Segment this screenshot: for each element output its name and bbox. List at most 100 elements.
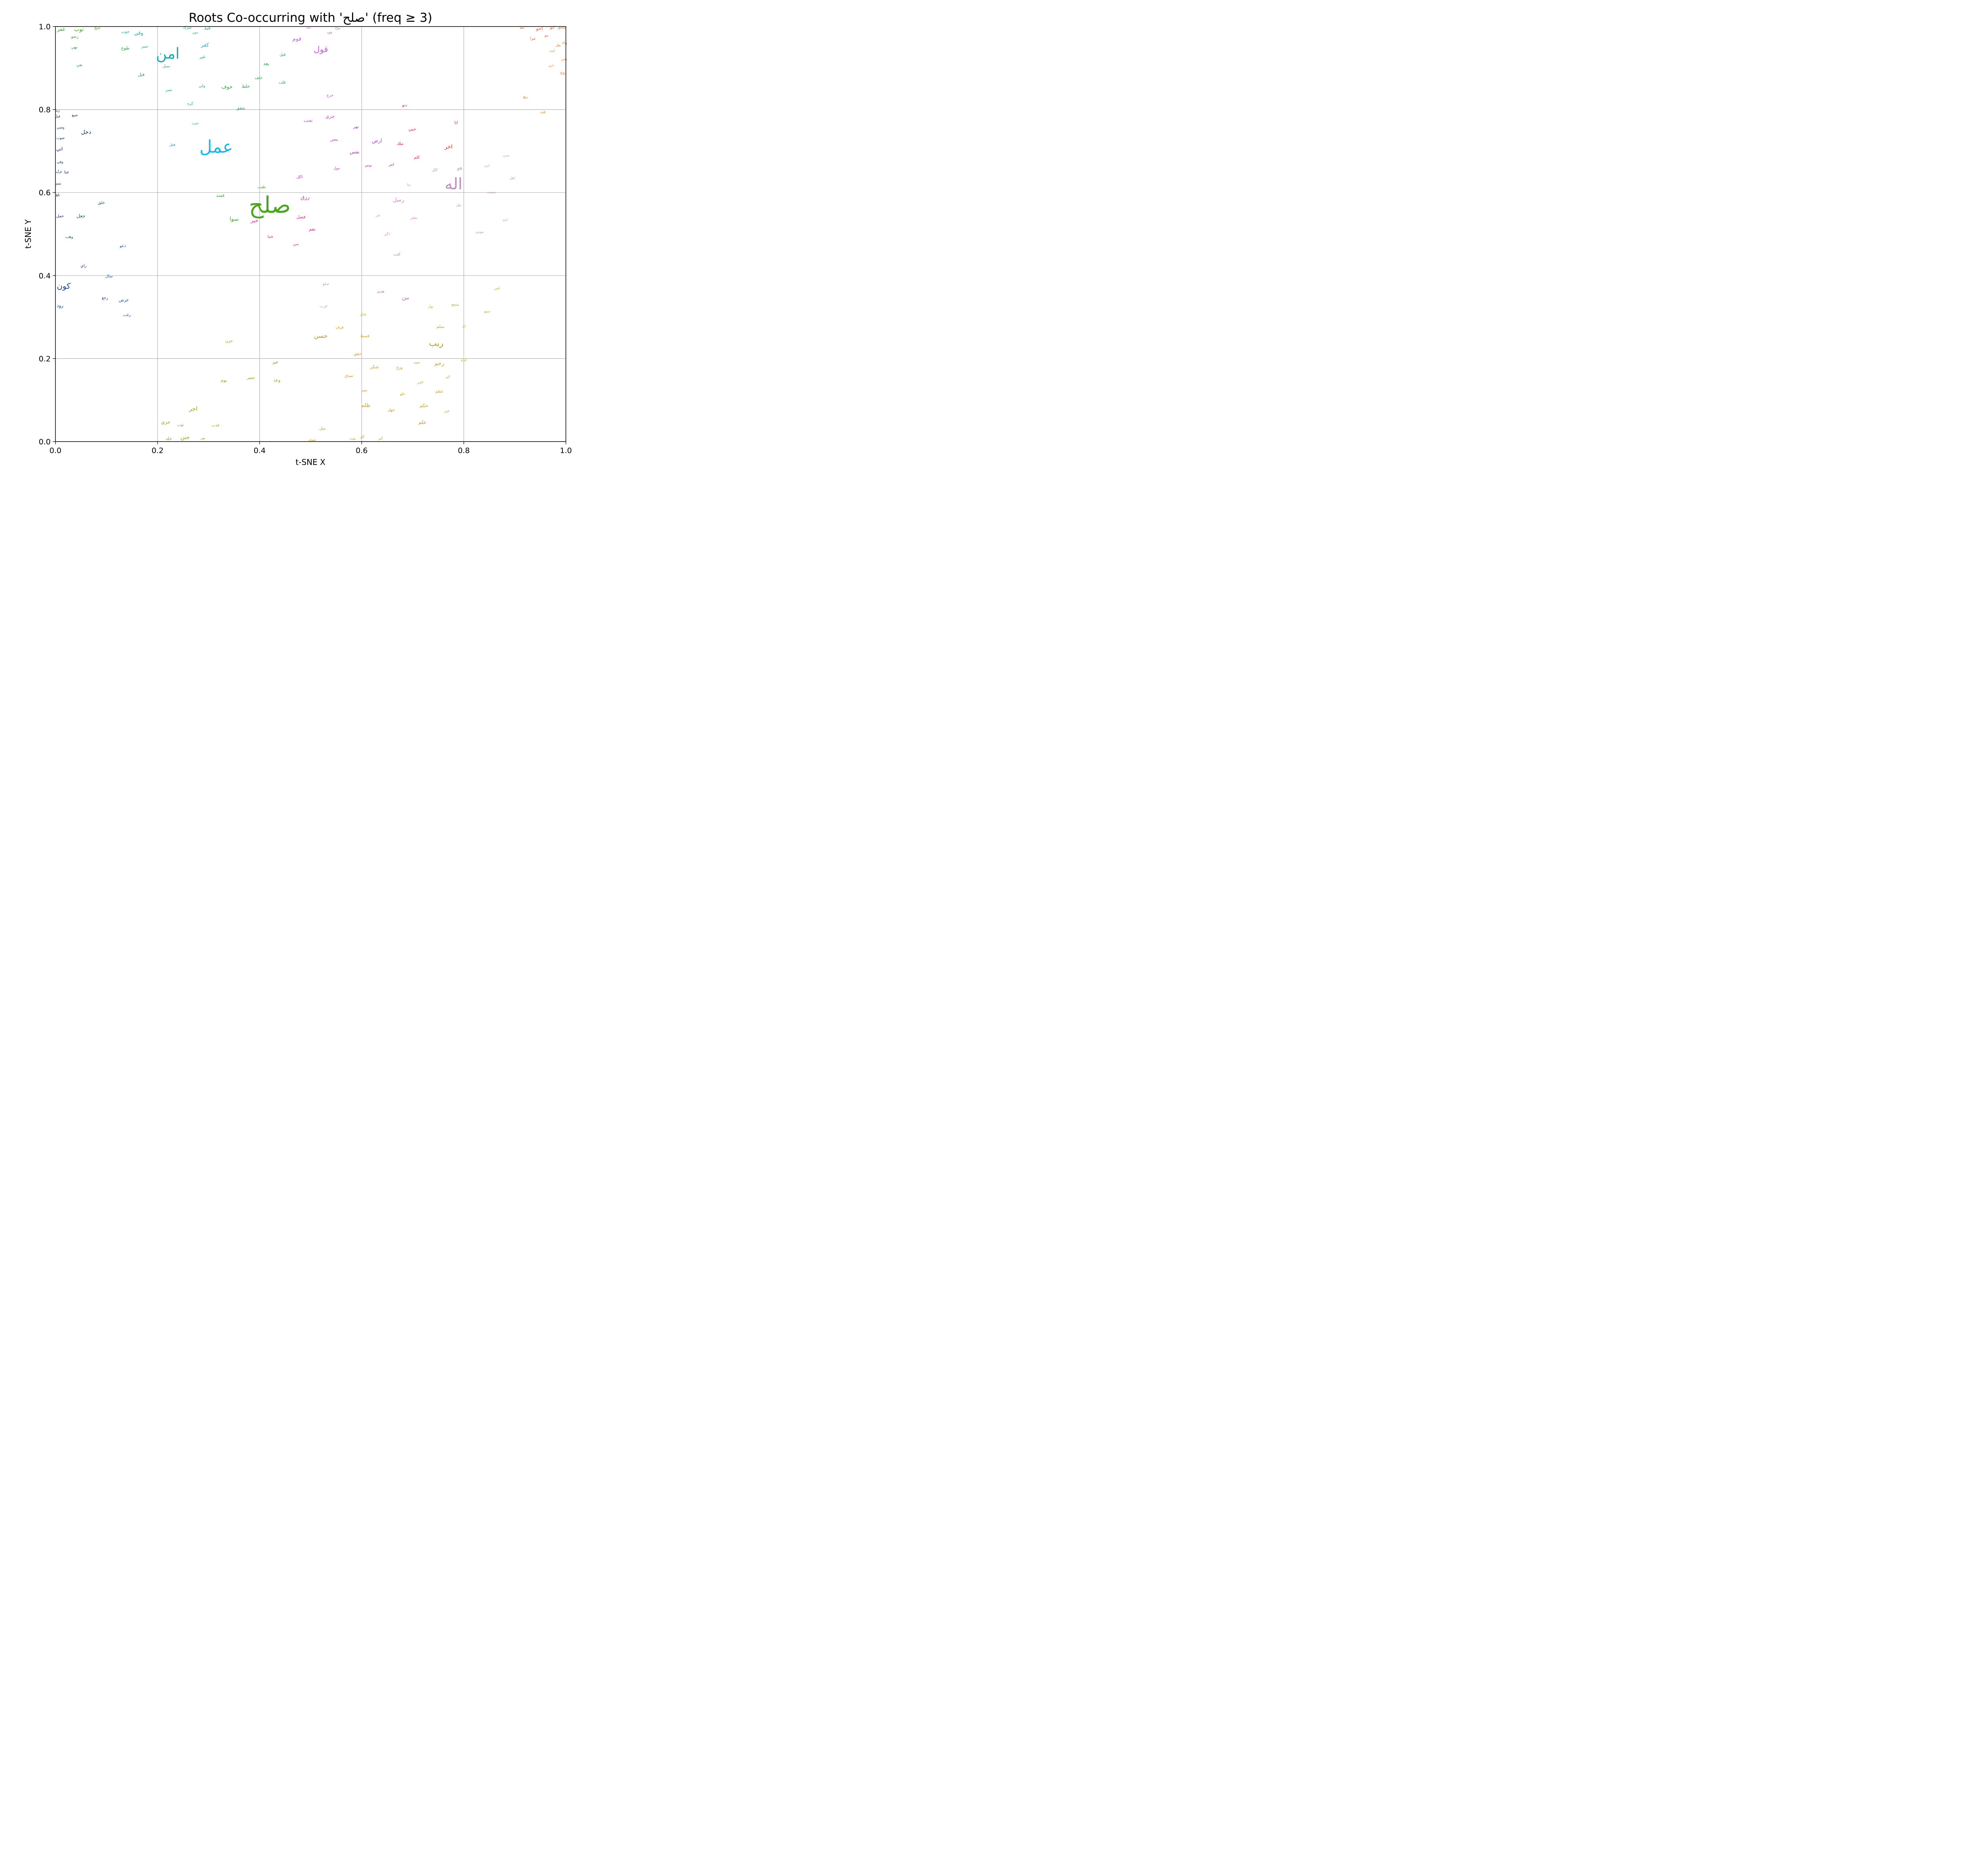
point-label: كتب [394,252,401,257]
point-label: خلق [98,201,105,205]
point-label: صوب [57,136,65,140]
point-label: نذر [375,213,381,217]
point-label: نوح [335,26,340,30]
point-label: ذكر [384,232,390,236]
point-label: اخر [444,144,452,150]
point-label: نزل [56,169,62,173]
point-label: حمل [56,214,64,218]
x-tick-label: 0.0 [50,446,61,455]
point-label: علو [400,392,405,396]
point-label: اله [445,175,463,193]
point-label: خلط [242,84,250,89]
point-label: زيد [55,109,60,113]
point-label: هود [327,31,332,35]
point-label: امن [156,45,180,63]
point-label: لقي [494,286,500,290]
point-label: رود [57,303,63,309]
point-label: قرب [320,304,327,309]
point-label: حسن [314,332,327,339]
point-label: فضل [296,215,305,220]
y-tick-label: 0.2 [39,354,51,363]
x-tick-label: 0.2 [152,446,164,455]
point-label: حزن [225,339,233,343]
scatter-chart: Roots Co-occurring with 'صلح' (freq ≥ 3)… [0,0,616,469]
point-label: قلب [278,80,286,85]
point-label: غير [199,54,206,59]
y-tick-label: 0.0 [39,438,51,446]
point-label: كفر [201,42,209,48]
point-label: عذب [211,423,220,428]
point-label: ارض [372,138,382,144]
point-label: صبر [141,44,148,49]
point-label: بعض [330,138,338,142]
point-label: دنو [402,103,407,108]
point-label: انث [549,49,555,53]
x-axis-ticks: 0.0 0.2 0.4 0.6 0.8 1.0 [50,442,572,455]
point-label: دعو [119,244,126,248]
point-label: جوب [121,30,129,34]
point-label: رجع [102,296,109,300]
y-tick-label: 0.6 [39,189,51,197]
point-label: ربب [429,339,444,348]
point-label: امم [503,218,508,222]
point-label: بصر [361,389,367,392]
point-label: ربع [523,95,528,99]
point-label: اتي [56,146,63,152]
x-tick-label: 0.4 [253,446,265,455]
point-label: توب [74,26,84,32]
point-label: نفس [350,149,360,155]
point-label: جهل [388,408,395,412]
point-label: رغب [123,313,131,317]
y-tick-label: 1.0 [39,23,51,31]
point-label: شقق [236,106,245,110]
point-label: جعل [76,213,85,219]
point-label: الم [446,375,450,379]
point-label: كلم [414,156,420,160]
point-label: بغي [76,63,83,67]
point-label: شجج [451,303,459,307]
plot-frame [55,26,566,442]
point-label: ولد [562,40,567,45]
point-label: علم [418,419,426,425]
point-label: خير [250,218,258,224]
point-label: حقق [354,352,362,356]
point-label: بشر [410,216,417,220]
point-label: فسد [216,193,225,198]
point-label: مول [333,166,340,170]
point-label: طيب [257,185,266,189]
point-label: قول [314,45,328,54]
point-label: شرك [183,26,191,30]
point-label: دون [192,31,198,35]
point-label: ثنا [407,183,410,187]
point-label: يوم [221,377,227,383]
point-label: صدق [345,374,353,378]
point-label: موس [476,230,484,234]
point-label: هدى [377,289,384,294]
point-label: مثل [319,427,326,431]
point-label: فوز [272,360,278,364]
point-label: عظم [435,390,444,394]
point-label: قبل [280,53,286,57]
point-label: بين [402,294,409,301]
point-label: نوس [365,164,372,168]
point-label: صلح [249,192,291,219]
figure-background [0,0,616,469]
point-label: عرض [119,297,129,303]
point-label: مرا [530,36,535,41]
point-label: وزع [396,366,403,370]
point-label: جنح [94,26,101,30]
point-label: رسل [393,197,404,203]
point-label: بعل [556,44,561,48]
point-label: جري [326,113,335,119]
point-label: وصي [57,126,65,130]
x-axis-label: t-SNE X [295,457,326,467]
point-label: اكل [297,175,303,179]
point-label: سوا [230,216,239,222]
y-tick-label: 0.8 [39,106,51,114]
point-label: عبد [204,25,211,31]
point-label: غفر [57,27,65,32]
point-label: يتم [520,26,525,30]
point-label: حيي [408,126,416,131]
point-label: مدن [503,154,509,158]
point-label: توب [177,423,184,427]
